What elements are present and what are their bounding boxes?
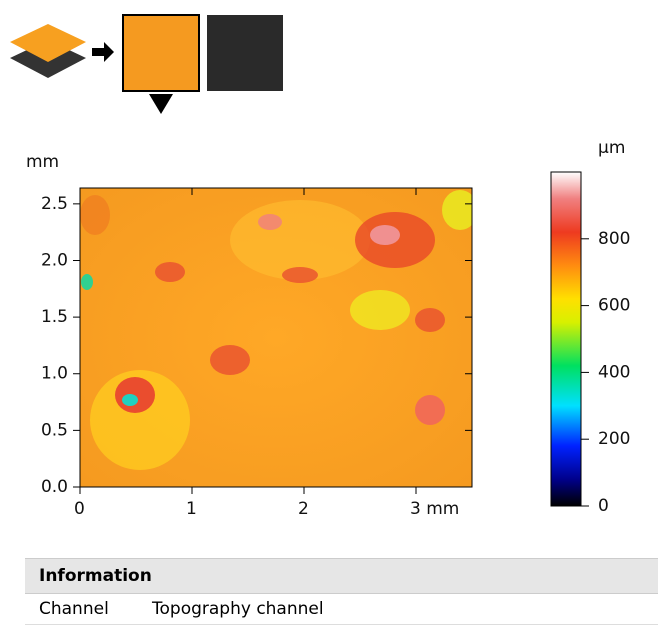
info-key: Channel: [25, 594, 138, 625]
selection-marker: [149, 94, 173, 114]
info-title: Information: [25, 559, 658, 594]
colorbar: [551, 172, 581, 506]
colorbar-tick-label: 600: [598, 296, 630, 316]
y-unit: mm: [26, 152, 59, 172]
y-tick-label: 2.0: [41, 250, 68, 270]
chart: mm µm 0 1 2 3 mm 0.0 0.5 1.0 1.5 2.0 2.5 0 200 400 60…: [0, 0, 658, 556]
y-tick-label: 0.0: [41, 477, 68, 497]
x-tick-label: 1: [186, 499, 197, 519]
y-tick-label: 2.5: [41, 194, 68, 214]
arrow: [92, 42, 114, 62]
colorbar-unit: µm: [598, 138, 625, 158]
heatmap-image: [80, 188, 478, 487]
y-tick-label: 1.0: [41, 364, 68, 384]
colorbar-tick-label: 0: [598, 496, 609, 516]
y-tick-label: 0.5: [41, 420, 68, 440]
colorbar-tick-label: 200: [598, 429, 630, 449]
colorbar-tick-label: 800: [598, 229, 630, 249]
colorbar-tick-label: 400: [598, 362, 630, 382]
x-tick-label: 2: [298, 499, 309, 519]
thumb-selected[interactable]: [123, 15, 199, 91]
y-tick-label: 1.5: [41, 307, 68, 327]
info-value: Topography channel: [138, 594, 658, 625]
x-tick-label: 0: [74, 499, 85, 519]
thumbnails: [10, 15, 283, 114]
thumb-gray[interactable]: [207, 15, 283, 91]
x-tick-label: 3 mm: [410, 499, 459, 519]
